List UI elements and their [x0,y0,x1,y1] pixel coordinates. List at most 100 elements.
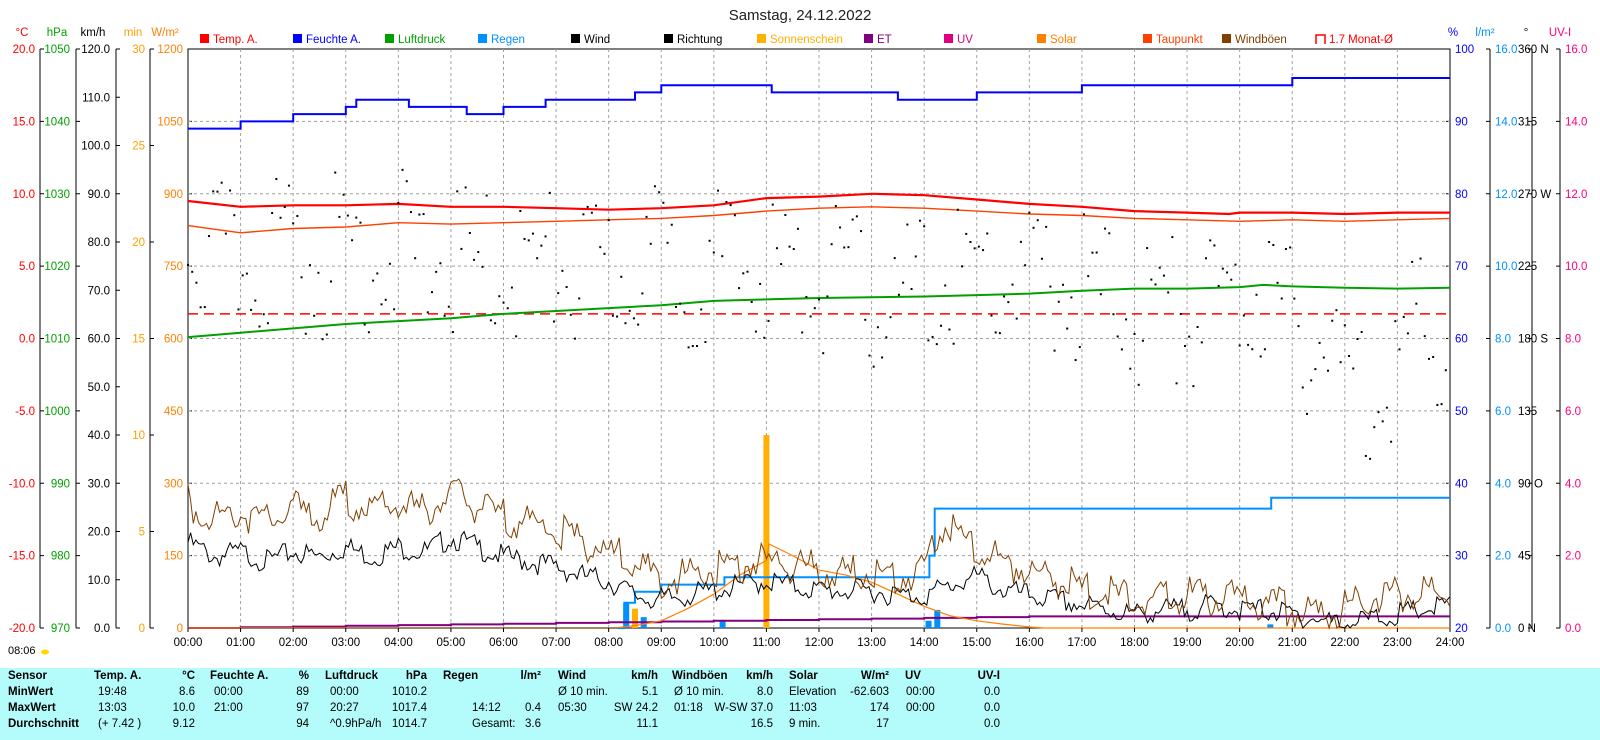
wind-direction-dot [338,215,341,218]
axis-tick-label: 6.0 [1565,406,1581,418]
wind-direction-dot [1171,236,1174,239]
axis-tick-label: 10 [132,430,145,442]
x-axis-tick-label: 06:00 [489,637,518,649]
wind-direction-dot [464,186,467,189]
x-axis-tick-label: 05:00 [437,637,466,649]
wind-direction-dot [767,319,770,322]
wind-direction-dot [822,352,825,355]
series-feuchte-a-line [188,77,1450,130]
wind-direction-dot [1377,411,1380,414]
axis-tick-label: 90 O [1518,478,1543,490]
wind-direction-dot [275,178,278,181]
wind-direction-dot [187,263,189,266]
wind-direction-dot [1293,297,1296,300]
wind-direction-dot [1032,226,1035,229]
stats-header-label: Solar [789,670,818,682]
axis-tick-label: 270 W [1518,189,1551,201]
wind-direction-dot [893,257,896,260]
axis-tick-label: 150 [164,551,183,563]
x-axis: 00:00 01:00 02:00 03:00 04:00 05:00 06:00 07:00… [174,628,1464,649]
axis-tick-label: 1040 [44,116,70,128]
stats-cell-value: 9.12 [172,718,195,730]
wind-direction-dot [1158,266,1161,269]
wind-direction-dot [641,292,644,295]
wind-direction-dot [422,213,425,216]
stats-cell-value: 0.0 [984,718,1000,730]
wind-direction-dot [477,251,480,254]
x-axis-tick-label: 01:00 [226,637,255,649]
wind-direction-dot [628,309,631,312]
stats-header-unit: km/h [631,670,658,682]
x-axis-tick-label: 17:00 [1068,637,1097,649]
axis-unit-label: l/m² [1475,27,1494,39]
axis-tick-label: 80 [1455,189,1468,201]
wind-direction-dot [1183,345,1186,348]
wind-direction-dot [510,286,513,289]
wind-direction-dot [1373,426,1376,429]
wind-direction-dot [889,316,892,319]
axis-tick-label: 1050 [44,44,70,56]
wind-direction-dot [384,298,387,301]
axis-tick-label: 12.0 [1495,189,1517,201]
series-regenline [188,496,1450,629]
wind-direction-dot [292,222,295,225]
wind-direction-dot [1217,284,1220,287]
series-windline [187,530,1451,629]
wind-direction-dot [994,331,997,334]
wind-direction-dot [1061,283,1064,286]
wind-direction-dot [1141,339,1144,342]
wind-direction-dot [1066,327,1069,330]
wind-direction-dot [351,239,354,242]
wind-direction-dot [1427,357,1430,360]
wind-direction-dot [624,322,627,325]
wind-direction-dot [1175,382,1178,385]
x-axis-tick-label: 21:00 [1278,637,1307,649]
wind-direction-dot [233,214,236,217]
axis-tick-label: 20 [1455,623,1468,635]
axis-tick-label: 15 [132,334,145,346]
wind-direction-dot [763,336,766,339]
x-axis-tick-label: 04:00 [384,637,413,649]
axis-tick-label: 20.0 [88,527,110,539]
axis-tick-label: 70.0 [88,285,110,297]
wind-direction-dot [1116,335,1119,338]
rain-bar [934,609,941,628]
axis-tick-label: 10.0 [88,575,110,587]
wind-direction-dot [494,322,497,325]
stats-cell-label: 00:00 [214,686,243,698]
wind-direction-dot [565,286,568,289]
wind-direction-dot [1007,301,1010,304]
wind-direction-dot [430,291,433,294]
wind-direction-dot [1070,296,1073,299]
wind-direction-dot [317,271,320,274]
wind-direction-dot [1133,333,1136,336]
series-luftdruckline [187,283,1451,339]
x-axis-tick-label: 09:00 [647,637,676,649]
axis-tick-label: -5.0 [15,406,35,418]
x-axis-tick-label: 00:00 [174,637,203,649]
stats-cell-value: SW 24.2 [613,702,658,714]
wind-direction-dot [956,208,959,211]
axis-tick-label: 15.0 [13,116,35,128]
wind-direction-dot [1390,440,1393,443]
series-taupunktline [187,206,1451,234]
wind-direction-dot [599,246,602,249]
stats-cell-value: 5.1 [642,686,658,698]
axis-tick-label: -15.0 [9,551,35,563]
wind-direction-dot [1205,257,1208,260]
axis-tick-label: 40 [1455,478,1468,490]
wind-direction-dot [1120,348,1123,351]
stats-header-unit: l/m² [520,670,541,682]
legend-swatch [864,34,873,43]
axis-tick-label: 600 [164,334,183,346]
series-etline [188,615,1450,629]
wind-direction-dot [485,194,488,197]
axis-tick-label: 14.0 [1495,116,1517,128]
axis-tick-label: 40.0 [88,430,110,442]
wind-direction-dot [961,265,964,268]
x-axis-tick-label: 11:00 [752,637,780,649]
wind-direction-dot [308,264,311,267]
axis-tick-label: 1000 [44,406,70,418]
axis-tick-label: 4.0 [1565,478,1581,490]
wind-direction-dot [447,305,450,308]
